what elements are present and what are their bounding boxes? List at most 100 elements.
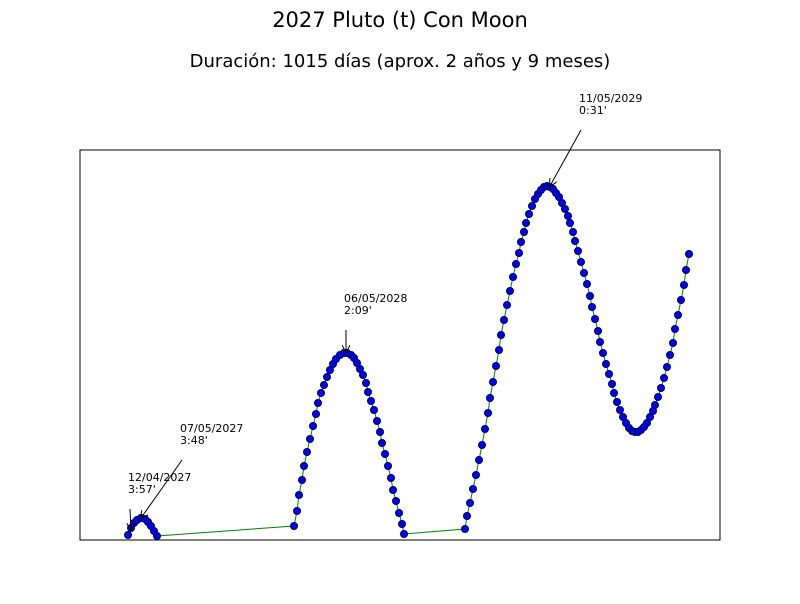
annotation-label: 07/05/2027 xyxy=(180,422,243,435)
data-point xyxy=(383,461,392,470)
data-point xyxy=(386,473,395,482)
data-point xyxy=(680,280,689,289)
data-point xyxy=(669,338,678,347)
chart-subtitle: Duración: 1015 días (aprox. 2 años y 9 m… xyxy=(190,51,611,72)
data-point xyxy=(525,209,534,218)
data-point xyxy=(488,377,497,386)
data-point xyxy=(605,369,614,378)
data-point xyxy=(517,237,526,246)
data-point xyxy=(305,434,314,443)
data-point xyxy=(520,227,529,236)
data-point xyxy=(577,257,586,266)
data-point xyxy=(616,405,625,414)
data-point xyxy=(674,310,683,319)
data-point xyxy=(574,246,583,255)
data-point xyxy=(594,326,603,335)
data-point xyxy=(366,396,375,405)
annotation-arrow xyxy=(141,459,183,518)
data-point xyxy=(399,530,408,539)
data-point xyxy=(528,201,537,210)
data-point xyxy=(483,408,492,417)
data-point xyxy=(657,383,666,392)
data-point xyxy=(462,512,471,521)
data-point xyxy=(610,388,619,397)
data-point xyxy=(465,498,474,507)
data-point xyxy=(586,291,595,300)
data-point xyxy=(375,427,384,436)
data-point xyxy=(602,359,611,368)
data-point xyxy=(505,286,514,295)
data-point xyxy=(671,324,680,333)
data-point xyxy=(599,348,608,357)
data-point xyxy=(124,531,133,540)
data-point xyxy=(571,236,580,245)
annotation-label: 2:09' xyxy=(344,304,372,317)
data-point xyxy=(522,218,531,227)
data-point xyxy=(608,379,617,388)
data-point xyxy=(397,520,406,529)
data-point xyxy=(515,248,524,257)
data-point xyxy=(588,302,597,311)
data-point xyxy=(363,387,372,396)
annotation-arrow xyxy=(130,508,131,530)
data-point xyxy=(394,508,403,517)
data-point xyxy=(313,398,322,407)
data-point xyxy=(297,475,306,484)
data-point xyxy=(391,496,400,505)
data-point xyxy=(561,204,570,213)
data-point xyxy=(496,330,505,339)
data-point xyxy=(654,392,663,401)
data-point xyxy=(508,272,517,281)
data-point xyxy=(651,400,660,409)
annotation-label: 12/04/2027 xyxy=(128,471,191,484)
data-point xyxy=(316,388,325,397)
data-point xyxy=(564,211,573,220)
data-point xyxy=(596,337,605,346)
data-point xyxy=(308,421,317,430)
data-point xyxy=(299,461,308,470)
data-point xyxy=(663,362,672,371)
annotation-label: 0:31' xyxy=(579,104,607,117)
chart-title: 2027 Pluto (t) Con Moon xyxy=(272,8,528,32)
data-point xyxy=(569,227,578,236)
data-point xyxy=(468,484,477,493)
annotation-arrow xyxy=(550,129,582,186)
data-point xyxy=(294,490,303,499)
data-point xyxy=(322,372,331,381)
data-point xyxy=(591,314,600,323)
data-point xyxy=(377,438,386,447)
data-point xyxy=(494,345,503,354)
data-point xyxy=(460,525,469,534)
data-point xyxy=(677,295,686,304)
data-point xyxy=(613,397,622,406)
data-point xyxy=(361,378,370,387)
data-point xyxy=(289,522,298,531)
annotation-label: 06/05/2028 xyxy=(344,292,407,305)
data-point xyxy=(152,532,161,541)
annotation-label: 3:48' xyxy=(180,434,208,447)
data-point xyxy=(499,315,508,324)
data-point xyxy=(311,409,320,418)
data-point xyxy=(477,440,486,449)
data-point xyxy=(388,485,397,494)
data-point xyxy=(502,300,511,309)
data-point xyxy=(512,259,521,268)
annotation-label: 11/05/2029 xyxy=(579,92,642,105)
data-point xyxy=(566,218,575,227)
data-point xyxy=(485,393,494,402)
data-point xyxy=(682,265,691,274)
data-point xyxy=(583,279,592,288)
data-point xyxy=(580,268,589,277)
data-point xyxy=(372,416,381,425)
annotation-label: 3:57' xyxy=(128,483,156,496)
data-point xyxy=(685,249,694,258)
plot-frame xyxy=(79,149,721,541)
data-point xyxy=(380,449,389,458)
data-point xyxy=(666,350,675,359)
data-point xyxy=(660,373,669,382)
data-point xyxy=(369,405,378,414)
data-point xyxy=(480,424,489,433)
data-point xyxy=(302,447,311,456)
data-point xyxy=(474,455,483,464)
data-point xyxy=(358,370,367,379)
